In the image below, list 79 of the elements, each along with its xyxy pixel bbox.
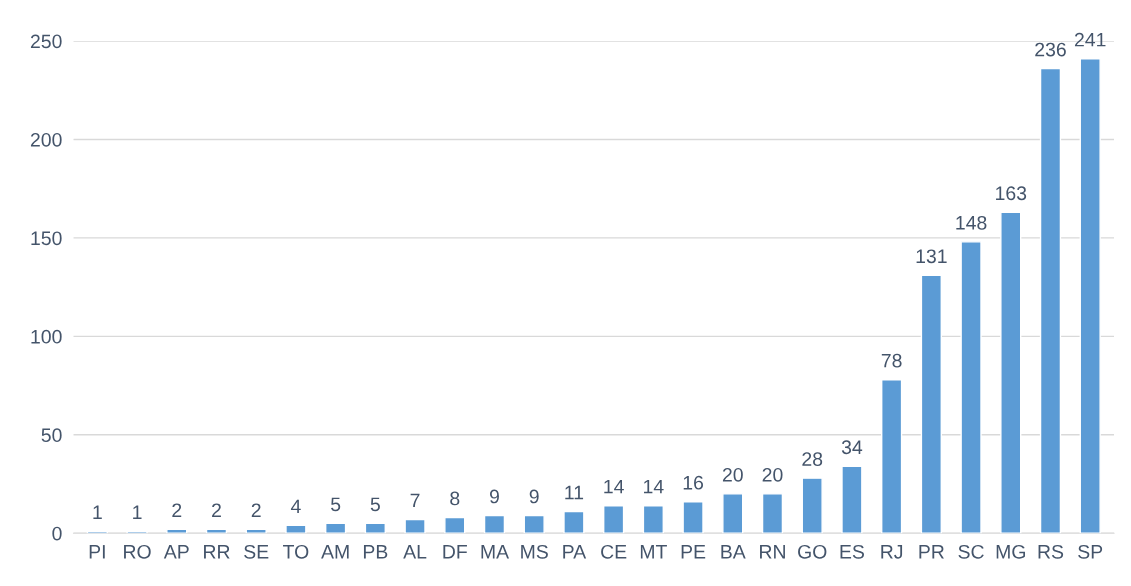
x-tick-label: CE (601, 544, 627, 559)
x-tick-label: RS (1038, 544, 1064, 559)
y-tick-label: 0 (52, 526, 62, 541)
data-label: 20 (762, 467, 783, 482)
data-label: 5 (331, 497, 341, 512)
bar (1039, 67, 1062, 534)
data-label: 2 (251, 503, 261, 517)
data-label: 7 (410, 493, 420, 508)
data-label: 20 (722, 467, 743, 482)
data-label: 236 (1035, 42, 1066, 57)
bar (444, 516, 466, 534)
bar (364, 522, 386, 534)
data-label: 11 (565, 485, 584, 500)
y-tick-label: 200 (30, 132, 62, 147)
data-label: 16 (683, 475, 704, 490)
x-tick-label: MS (521, 544, 548, 559)
data-label: 2 (172, 503, 182, 517)
x-tick-label: SP (1078, 544, 1103, 559)
x-tick-label: SC (958, 544, 984, 559)
x-tick-label: DF (443, 545, 467, 559)
x-tick-label: AM (321, 545, 349, 559)
bar (801, 477, 823, 534)
x-tick-label: RR (204, 545, 230, 559)
y-tick-label: 150 (31, 231, 62, 246)
x-tick-label: GO (798, 544, 827, 559)
y-tick-label: 100 (31, 329, 62, 344)
x-tick-label: AL (403, 545, 427, 559)
x-tick-label: PI (89, 545, 105, 559)
bar (761, 493, 784, 534)
bar (722, 493, 744, 534)
bar (1079, 58, 1101, 534)
bar (920, 274, 942, 534)
data-label: 9 (489, 489, 499, 504)
bar (960, 241, 982, 534)
y-tick-label: 50 (41, 428, 62, 443)
data-label: 14 (644, 479, 664, 494)
data-label: 8 (450, 491, 460, 506)
bar (285, 524, 307, 534)
x-tick-label: RJ (881, 545, 903, 559)
bar (325, 522, 347, 534)
x-tick-label: ES (840, 544, 864, 559)
bar (404, 518, 426, 534)
bar (841, 465, 863, 534)
bar (563, 510, 585, 534)
bar (881, 378, 903, 534)
bar (483, 514, 506, 534)
bar (603, 504, 625, 534)
x-tick-label: SE (244, 544, 269, 559)
y-tick-label: 250 (30, 34, 62, 49)
bar (642, 504, 664, 534)
data-label: 34 (841, 440, 863, 455)
x-tick-label: RN (760, 545, 785, 559)
bar (523, 514, 545, 534)
x-tick-label: PB (363, 545, 388, 559)
data-label: 1 (93, 505, 102, 519)
x-tick-label: MT (640, 545, 667, 559)
data-label: 28 (802, 452, 823, 466)
bar (682, 501, 704, 534)
data-label: 5 (370, 497, 380, 512)
data-label: 241 (1074, 32, 1106, 47)
x-tick-label: AP (163, 545, 189, 559)
bar (1000, 211, 1022, 534)
data-label: 2 (212, 503, 221, 517)
x-tick-label: TO (283, 544, 309, 559)
x-tick-label: PA (563, 545, 587, 559)
x-tick-label: BA (721, 545, 746, 559)
data-label: 14 (604, 479, 624, 494)
x-tick-label: RO (124, 544, 151, 559)
data-label: 78 (881, 353, 902, 368)
data-label: 148 (956, 215, 987, 230)
x-tick-label: PE (681, 545, 706, 559)
data-label: 4 (290, 499, 301, 514)
x-tick-label: PR (919, 545, 944, 559)
x-tick-label: MG (996, 544, 1025, 559)
data-label: 131 (916, 249, 947, 264)
data-label: 9 (529, 489, 539, 504)
data-label: 1 (133, 505, 142, 519)
x-tick-label: MA (481, 545, 510, 559)
data-label: 163 (996, 186, 1027, 201)
